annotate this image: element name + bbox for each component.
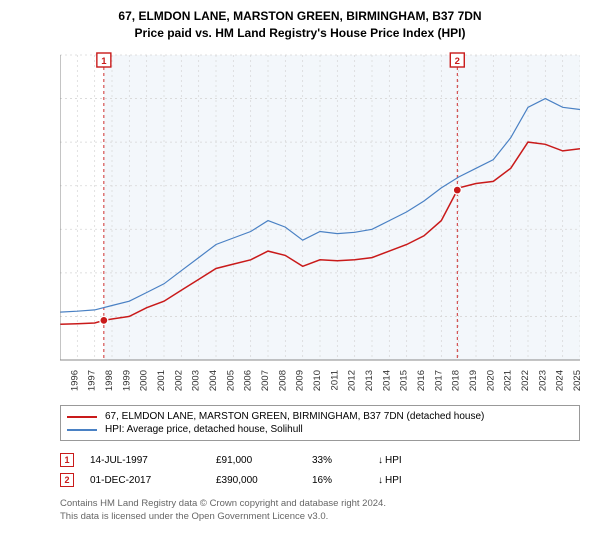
marker-row: 2 01-DEC-2017 £390,000 16% ↓ HPI	[60, 470, 580, 490]
svg-text:1998: 1998	[104, 370, 115, 391]
svg-text:2020: 2020	[485, 370, 496, 391]
footer-line2: This data is licensed under the Open Gov…	[60, 511, 580, 524]
marker-pct: 16%	[312, 475, 362, 486]
price-chart: £0£100K£200K£300K£400K£500K£600K£700K199…	[60, 50, 580, 395]
marker-price: £91,000	[216, 455, 296, 466]
svg-text:2017: 2017	[433, 370, 444, 391]
marker-date: 14-JUL-1997	[90, 455, 200, 466]
legend-item: 67, ELMDON LANE, MARSTON GREEN, BIRMINGH…	[67, 410, 573, 423]
marker-hpi: ↓ HPI	[378, 475, 428, 486]
arrow-down-icon: ↓	[378, 475, 383, 486]
svg-text:2025: 2025	[572, 370, 580, 391]
svg-text:2011: 2011	[329, 370, 340, 390]
svg-text:2024: 2024	[555, 370, 566, 391]
svg-text:2004: 2004	[208, 370, 219, 391]
marker-price: £390,000	[216, 475, 296, 486]
marker-pct: 33%	[312, 455, 362, 466]
marker-badge: 2	[60, 473, 74, 487]
svg-text:2022: 2022	[520, 370, 531, 391]
svg-text:2009: 2009	[295, 370, 306, 391]
hpi-label: HPI	[385, 475, 402, 486]
marker-table: 1 14-JUL-1997 £91,000 33% ↓ HPI 2 01-DEC…	[60, 450, 580, 490]
svg-text:1995: 1995	[60, 370, 63, 391]
svg-text:2008: 2008	[277, 370, 288, 391]
marker-hpi: ↓ HPI	[378, 455, 428, 466]
legend-label: 67, ELMDON LANE, MARSTON GREEN, BIRMINGH…	[105, 411, 484, 422]
legend-item: HPI: Average price, detached house, Soli…	[67, 423, 573, 436]
svg-text:2003: 2003	[191, 370, 202, 391]
svg-text:2010: 2010	[312, 370, 323, 391]
svg-text:2019: 2019	[468, 370, 479, 391]
svg-text:2021: 2021	[503, 370, 514, 391]
svg-text:1996: 1996	[69, 370, 80, 391]
page-title-line2: Price paid vs. HM Land Registry's House …	[0, 25, 600, 42]
svg-text:2005: 2005	[225, 370, 236, 391]
svg-text:2015: 2015	[399, 370, 410, 391]
footer-line1: Contains HM Land Registry data © Crown c…	[60, 498, 580, 511]
footer: Contains HM Land Registry data © Crown c…	[60, 498, 580, 524]
svg-text:2023: 2023	[537, 370, 548, 391]
svg-text:2018: 2018	[451, 370, 462, 391]
svg-text:1999: 1999	[121, 370, 132, 391]
arrow-down-icon: ↓	[378, 455, 383, 466]
svg-text:1: 1	[101, 56, 107, 67]
svg-text:2007: 2007	[260, 370, 271, 391]
svg-text:2014: 2014	[381, 370, 392, 391]
legend-swatch	[67, 416, 97, 418]
page-title-line1: 67, ELMDON LANE, MARSTON GREEN, BIRMINGH…	[0, 8, 600, 25]
svg-text:2013: 2013	[364, 370, 375, 391]
svg-text:1997: 1997	[87, 370, 98, 391]
hpi-label: HPI	[385, 455, 402, 466]
svg-text:2002: 2002	[173, 370, 184, 391]
marker-badge: 1	[60, 453, 74, 467]
marker-row: 1 14-JUL-1997 £91,000 33% ↓ HPI	[60, 450, 580, 470]
svg-text:2016: 2016	[416, 370, 427, 391]
svg-text:2000: 2000	[139, 370, 150, 391]
svg-text:2012: 2012	[347, 370, 358, 391]
svg-text:2006: 2006	[243, 370, 254, 391]
legend: 67, ELMDON LANE, MARSTON GREEN, BIRMINGH…	[60, 405, 580, 441]
marker-date: 01-DEC-2017	[90, 475, 200, 486]
svg-text:2: 2	[455, 56, 460, 67]
svg-text:2001: 2001	[156, 370, 167, 391]
legend-swatch	[67, 429, 97, 431]
legend-label: HPI: Average price, detached house, Soli…	[105, 424, 303, 435]
